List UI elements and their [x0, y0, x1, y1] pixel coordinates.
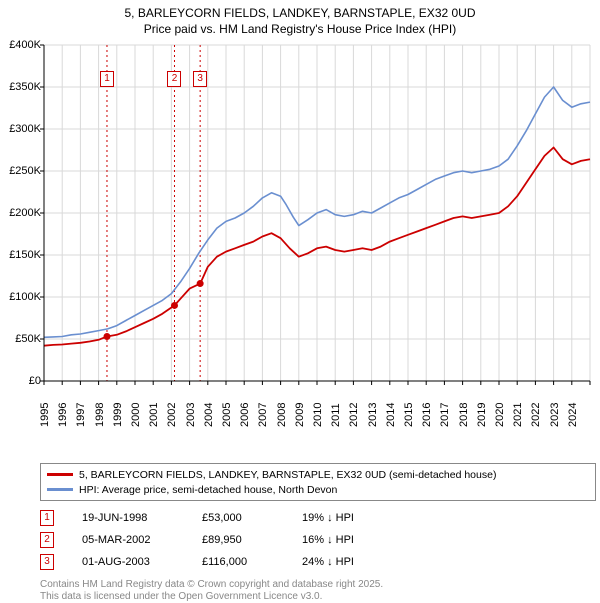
x-axis-label: 2022 — [530, 387, 542, 427]
sale-number: 3 — [40, 554, 54, 570]
y-axis-label: £400K — [1, 39, 41, 51]
sale-row: 1 19-JUN-1998£53,00019% ↓ HPI — [40, 507, 596, 529]
sale-delta: 16% ↓ HPI — [302, 534, 354, 546]
x-axis-label: 2002 — [166, 387, 178, 427]
x-axis-label: 2004 — [203, 387, 215, 427]
x-axis-label: 2015 — [403, 387, 415, 427]
y-axis-label: £100K — [1, 291, 41, 303]
sale-row: 3 01-AUG-2003£116,00024% ↓ HPI — [40, 551, 596, 573]
sale-price: £116,000 — [202, 556, 302, 568]
y-axis-label: £300K — [1, 123, 41, 135]
x-axis-label: 2020 — [494, 387, 506, 427]
x-axis-label: 2001 — [148, 387, 160, 427]
legend-swatch — [47, 488, 73, 491]
sale-marker: 2 — [167, 71, 181, 87]
y-axis-label: £0 — [1, 375, 41, 387]
y-axis-label: £200K — [1, 207, 41, 219]
x-axis-label: 2021 — [512, 387, 524, 427]
y-axis-label: £250K — [1, 165, 41, 177]
sale-marker: 3 — [193, 71, 207, 87]
x-axis-label: 2003 — [185, 387, 197, 427]
sale-delta: 19% ↓ HPI — [302, 512, 354, 524]
legend-label: 5, BARLEYCORN FIELDS, LANDKEY, BARNSTAPL… — [79, 469, 496, 481]
sale-number: 2 — [40, 532, 54, 548]
sales-table: 1 19-JUN-1998£53,00019% ↓ HPI 2 05-MAR-2002… — [40, 507, 596, 573]
sale-marker: 1 — [100, 71, 114, 87]
x-axis-label: 2016 — [421, 387, 433, 427]
legend-label: HPI: Average price, semi-detached house,… — [79, 484, 337, 496]
x-axis-label: 2007 — [257, 387, 269, 427]
title-line-2: Price paid vs. HM Land Registry's House … — [0, 22, 600, 38]
sale-date: 19-JUN-1998 — [82, 512, 202, 524]
title-line-1: 5, BARLEYCORN FIELDS, LANDKEY, BARNSTAPL… — [0, 6, 600, 22]
x-axis-label: 1996 — [57, 387, 69, 427]
legend-item: HPI: Average price, semi-detached house,… — [47, 482, 589, 497]
chart-area: £0 £50K £100K £150K £200K £250K £300K £350K £400… — [4, 41, 594, 423]
x-axis-label: 2018 — [458, 387, 470, 427]
sale-number: 1 — [40, 510, 54, 526]
x-axis-label: 2008 — [276, 387, 288, 427]
x-axis-label: 1997 — [75, 387, 87, 427]
legend-swatch — [47, 473, 73, 476]
x-axis-label: 2013 — [367, 387, 379, 427]
attribution-line-2: This data is licensed under the Open Gov… — [40, 591, 596, 603]
sale-date: 05-MAR-2002 — [82, 534, 202, 546]
x-axis-label: 2009 — [294, 387, 306, 427]
y-axis-label: £150K — [1, 249, 41, 261]
legend-item: 5, BARLEYCORN FIELDS, LANDKEY, BARNSTAPL… — [47, 467, 589, 482]
x-axis-label: 1999 — [112, 387, 124, 427]
x-axis-label: 2023 — [549, 387, 561, 427]
legend: 5, BARLEYCORN FIELDS, LANDKEY, BARNSTAPL… — [40, 463, 596, 501]
chart-svg — [4, 41, 594, 423]
x-axis-label: 2000 — [130, 387, 142, 427]
attribution-line-1: Contains HM Land Registry data © Crown c… — [40, 579, 596, 591]
x-axis-label: 2017 — [439, 387, 451, 427]
x-axis-label: 2010 — [312, 387, 324, 427]
y-axis-label: £350K — [1, 81, 41, 93]
x-axis-label: 2014 — [385, 387, 397, 427]
sale-price: £53,000 — [202, 512, 302, 524]
x-axis-label: 2012 — [348, 387, 360, 427]
sale-date: 01-AUG-2003 — [82, 556, 202, 568]
attribution: Contains HM Land Registry data © Crown c… — [40, 579, 596, 603]
sale-price: £89,950 — [202, 534, 302, 546]
sale-delta: 24% ↓ HPI — [302, 556, 354, 568]
x-axis-label: 2011 — [330, 387, 342, 427]
x-axis-label: 2024 — [567, 387, 579, 427]
chart-title: 5, BARLEYCORN FIELDS, LANDKEY, BARNSTAPL… — [0, 0, 600, 37]
x-axis-label: 2019 — [476, 387, 488, 427]
x-axis-label: 1995 — [39, 387, 51, 427]
x-axis-label: 2005 — [221, 387, 233, 427]
x-axis-label: 2006 — [239, 387, 251, 427]
sale-row: 2 05-MAR-2002£89,95016% ↓ HPI — [40, 529, 596, 551]
x-axis-label: 1998 — [94, 387, 106, 427]
y-axis-label: £50K — [1, 333, 41, 345]
